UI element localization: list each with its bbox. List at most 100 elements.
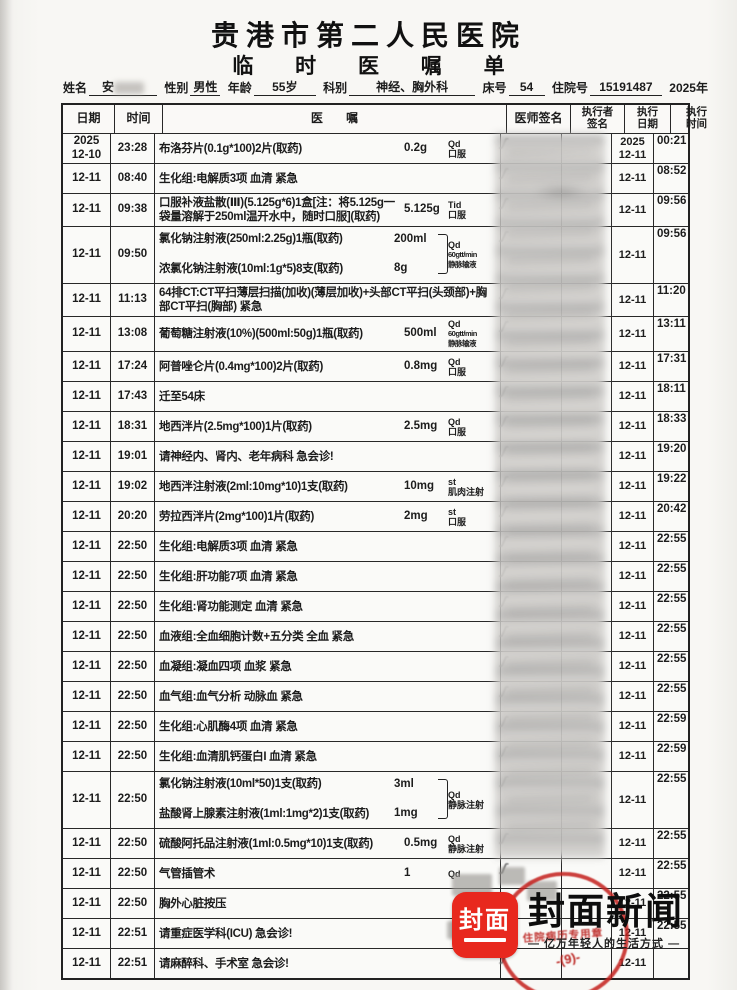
order-content-cell: 血气组:血气分析 动脉血 紧急 <box>154 682 500 711</box>
brand-tagline: — 亿万年轻人的生活方式 — <box>528 938 681 950</box>
exec-date-cell: 12-11 <box>611 284 653 316</box>
news-watermark: 封面 封面新闻 — 亿万年轻人的生活方式 — <box>452 892 684 958</box>
col-header-physician: 医师签名 <box>506 105 570 133</box>
exec-time-cell: 22:55 <box>653 919 704 948</box>
frequency-column: Qd 静脉注射 <box>448 831 498 856</box>
exec-date-cell: 12-11 <box>611 592 653 621</box>
exec-date-cell: 12-11 <box>611 829 653 858</box>
order-date-cell: 12-11 <box>72 689 101 702</box>
order-date-cell: 12-11 <box>72 719 101 732</box>
exec-date-cell: 12-11 <box>611 919 653 948</box>
patient-info-line: 姓名 安 性别 男性 年龄 55岁 科别 神经、胸外科 床号 54 住院号 15… <box>63 78 708 96</box>
censor-patch <box>499 867 525 885</box>
order-time-cell: 19:02 <box>110 472 154 501</box>
patient-gender: 男性 <box>190 78 221 96</box>
exec-time-cell: 22:55 <box>653 562 704 591</box>
exec-time-cell: 22:55 <box>653 652 704 681</box>
exec-time-cell: 00:21 <box>653 134 704 163</box>
order-text: 生化组:电解质3项 血清 紧急 <box>159 540 298 553</box>
patient-name: 安 <box>89 78 158 96</box>
order-date-cell: 12-11 <box>72 359 101 372</box>
order-content-wrap: 血气组:血气分析 动脉血 紧急 <box>159 684 498 709</box>
order-time-cell: 13:08 <box>110 317 154 351</box>
order-text: 氯化钠注射液(250ml:2.25g)1瓶(取药) <box>159 233 343 245</box>
order-text: 生化组:心肌酶4项 血清 紧急 <box>159 720 298 733</box>
exec-date-cell: 12-11 <box>611 682 653 711</box>
order-time-cell: 19:01 <box>110 442 154 471</box>
order-date-cell: 12-11 <box>72 866 101 879</box>
dose-column: 0.5mg <box>402 831 448 856</box>
order-date-cell: 12-11 <box>72 836 101 849</box>
order-content-cell: 生化组:肝功能7项 血清 紧急 <box>154 562 500 591</box>
order-text-lines: 生化组:电解质3项 血清 紧急 <box>159 534 498 559</box>
order-text-lines: 生化组:心肌酶4项 血清 紧急 <box>159 714 498 739</box>
frequency-line: Qd <box>448 138 461 149</box>
order-time-cell: 23:28 <box>110 134 154 163</box>
exec-date-cell: 12-11 <box>611 442 653 471</box>
order-row: 12-11 22:51 请麻醉科、手术室 急会诊! ʃ 12-11 <box>63 948 688 978</box>
dose-column: 10mg <box>402 474 448 499</box>
order-text-lines: 地西泮片(2.5mg*100)1片(取药) <box>159 414 402 439</box>
order-text-lines: 请麻醉科、手术室 急会诊! <box>159 951 498 976</box>
order-time-cell: 22:50 <box>110 532 154 561</box>
order-text: 布洛芬片(0.1g*100)2片(取药) <box>159 142 302 155</box>
exec-time-cell: 09:56 <box>653 227 704 283</box>
frequency-line: 静脉注射 <box>448 800 485 810</box>
order-content-wrap: 请麻醉科、手术室 急会诊! <box>159 951 498 976</box>
exec-time-cell: 22:55 <box>653 532 704 561</box>
order-text-lines: 请重症医学科(ICU) 急会诊! <box>159 921 498 946</box>
order-time-cell: 18:31 <box>110 412 154 441</box>
order-date-cell: 12-11 <box>72 956 101 969</box>
exec-date-cell: 12-11 <box>611 622 653 651</box>
signature-blur-texture <box>506 150 594 850</box>
order-row: 12-11 09:50 氯化钠注射液(250ml:2.25g)1瓶(取药) 浓氯化钠注… <box>63 226 688 283</box>
order-text: 请神经内、肾内、老年病科 急会诊! <box>159 450 334 463</box>
order-content-wrap: 生化组:血清肌钙蛋白I 血清 紧急 <box>159 744 498 769</box>
order-content-wrap: 64排CT:CT平扫薄层扫描(加收)(薄层加收)+头部CT平扫(头颈部)+胸部C… <box>159 286 498 314</box>
exec-date-cell: 12-11 <box>611 562 653 591</box>
order-text: 血气组:血气分析 动脉血 紧急 <box>159 690 303 703</box>
order-content-cell: 生化组:心肌酶4项 血清 紧急 <box>154 712 500 741</box>
order-time-cell: 22:50 <box>110 859 154 888</box>
order-date-cell: 12-11 <box>72 449 101 462</box>
order-date-cell: 12-11 <box>72 793 101 806</box>
frequency-column: Qd 静脉注射 <box>448 774 498 826</box>
order-content-wrap: 生化组:电解质3项 血清 紧急 <box>159 534 498 559</box>
dose-value: 8g <box>394 261 408 274</box>
exec-time-cell: 22:55 <box>653 829 704 858</box>
frequency-column: st 口服 <box>448 504 498 529</box>
frequency-line: Tid <box>448 200 462 210</box>
order-text-lines: 阿普唑仑片(0.4mg*100)2片(取药) <box>159 354 402 379</box>
col-header-time: 时间 <box>114 105 162 133</box>
order-content-wrap: 迁至54床 <box>159 384 498 409</box>
order-text: 劳拉西泮片(2mg*100)1片(取药) <box>159 510 315 523</box>
order-row: 12-11 19:02 地西泮注射液(2ml:10mg*10)1支(取药) 10mg s… <box>63 471 688 501</box>
order-date-cell: 12-11 <box>72 419 101 432</box>
order-content-wrap: 生化组:肾功能测定 血清 紧急 <box>159 594 498 619</box>
order-time-cell: 22:51 <box>110 919 154 948</box>
censor-patch <box>527 881 557 901</box>
order-text: 氯化钠注射液(10ml*50)1支(取药) <box>159 778 322 790</box>
exec-date-cell: 2025 12-11 <box>611 134 653 163</box>
signature-blur-region <box>495 134 605 858</box>
order-text-lines: 地西泮注射液(2ml:10mg*10)1支(取药) <box>159 474 402 499</box>
order-content-cell: 生化组:电解质3项 血清 紧急 <box>154 532 500 561</box>
dose-column: 500ml <box>402 319 448 349</box>
dose-column: 3ml 1mg <box>392 774 438 826</box>
frequency-column: Qd 口服 <box>448 136 498 161</box>
order-time-cell: 22:50 <box>110 829 154 858</box>
order-text: 64排CT:CT平扫薄层扫描(加收)(薄层加收)+头部CT平扫(头颈部)+胸部C… <box>159 287 487 313</box>
order-text: 气管插管术 <box>159 867 215 880</box>
order-time-cell: 20:20 <box>110 502 154 531</box>
order-text: 请麻醉科、手术室 急会诊! <box>159 957 289 970</box>
order-content-wrap: 氯化钠注射液(250ml:2.25g)1瓶(取药) 浓氯化钠注射液(10ml:1g… <box>159 229 498 281</box>
order-content-wrap: 地西泮片(2.5mg*100)1片(取药) 2.5mg Qd 口服 <box>159 414 498 439</box>
exec-time-cell: 19:22 <box>653 472 704 501</box>
hospital-name: 贵港市第二人民医院 <box>210 20 526 51</box>
exec-time-cell: 13:11 <box>653 317 704 351</box>
dose-value: 0.8mg <box>404 359 438 372</box>
exec-date-cell: 12-11 <box>611 532 653 561</box>
